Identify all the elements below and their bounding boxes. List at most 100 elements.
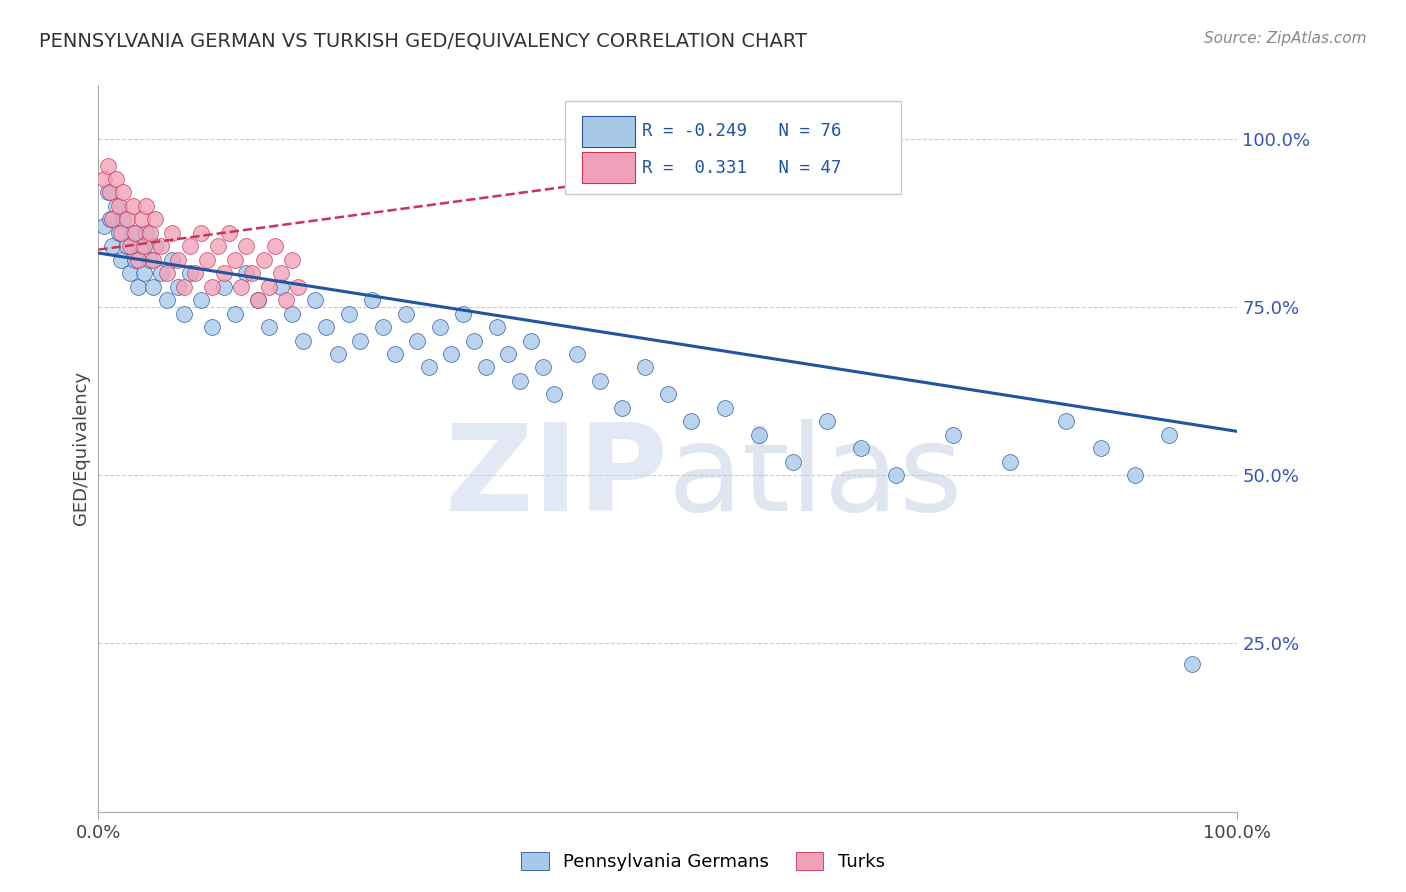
Point xyxy=(281,252,304,267)
Point xyxy=(138,252,160,267)
Point xyxy=(634,360,657,375)
Point xyxy=(998,455,1021,469)
Point xyxy=(304,293,326,307)
Point xyxy=(440,347,463,361)
Point xyxy=(884,468,907,483)
Point xyxy=(132,239,155,253)
Point xyxy=(679,414,702,428)
Point xyxy=(543,387,565,401)
Point xyxy=(292,334,315,348)
Point xyxy=(179,266,201,280)
Point xyxy=(108,226,131,240)
Point xyxy=(173,279,195,293)
Point xyxy=(474,360,496,375)
Point xyxy=(162,226,184,240)
Point xyxy=(384,347,406,361)
Point xyxy=(127,279,149,293)
Point xyxy=(184,266,207,280)
Point xyxy=(451,307,474,321)
Point xyxy=(531,360,554,375)
Point xyxy=(349,334,371,348)
Point xyxy=(110,252,132,267)
Point xyxy=(754,152,776,166)
Point xyxy=(246,293,269,307)
Point xyxy=(246,293,269,307)
Point xyxy=(1054,414,1078,428)
Point xyxy=(942,427,965,442)
Point xyxy=(259,279,281,293)
Point xyxy=(120,266,142,280)
Point xyxy=(235,266,257,280)
Point xyxy=(224,252,246,267)
Point xyxy=(463,334,485,348)
Point xyxy=(281,307,304,321)
Point xyxy=(815,414,838,428)
Point xyxy=(127,252,149,267)
Point xyxy=(121,226,143,240)
Point xyxy=(509,374,531,388)
Point xyxy=(201,279,224,293)
Text: atlas: atlas xyxy=(668,419,963,536)
Text: R =  0.331   N = 47: R = 0.331 N = 47 xyxy=(641,159,841,177)
Point xyxy=(179,239,201,253)
Point xyxy=(104,199,127,213)
Point xyxy=(201,320,224,334)
Point xyxy=(851,442,873,455)
Point xyxy=(96,159,118,173)
Text: ZIP: ZIP xyxy=(444,419,668,536)
Point xyxy=(124,226,146,240)
Point xyxy=(742,152,765,166)
Point xyxy=(270,279,292,293)
Point xyxy=(138,226,160,240)
Text: R = -0.249   N = 76: R = -0.249 N = 76 xyxy=(641,122,841,140)
Point xyxy=(337,307,360,321)
Point xyxy=(173,307,195,321)
Point xyxy=(101,239,124,253)
Point xyxy=(406,334,429,348)
Point xyxy=(98,212,121,227)
Point xyxy=(142,279,165,293)
Point xyxy=(240,266,263,280)
Legend: Pennsylvania Germans, Turks: Pennsylvania Germans, Turks xyxy=(515,845,891,879)
Y-axis label: GED/Equivalency: GED/Equivalency xyxy=(72,371,90,525)
Point xyxy=(135,226,157,240)
Point xyxy=(156,266,179,280)
Point xyxy=(1090,442,1112,455)
Point xyxy=(190,226,212,240)
Point xyxy=(418,360,440,375)
Point xyxy=(112,212,135,227)
Point xyxy=(224,307,246,321)
Point xyxy=(252,252,274,267)
Point xyxy=(315,320,337,334)
Point xyxy=(104,172,127,186)
Point xyxy=(101,212,124,227)
Point xyxy=(371,320,394,334)
Point xyxy=(1181,657,1204,671)
Point xyxy=(93,219,115,233)
Point xyxy=(150,239,173,253)
Point xyxy=(120,239,142,253)
Point xyxy=(131,239,153,253)
Point xyxy=(565,347,588,361)
Point xyxy=(156,293,179,307)
Point xyxy=(167,252,190,267)
Point xyxy=(486,320,509,334)
Point xyxy=(360,293,382,307)
Point xyxy=(782,455,804,469)
FancyBboxPatch shape xyxy=(582,153,636,183)
Point xyxy=(145,212,167,227)
Point xyxy=(135,199,157,213)
Point xyxy=(207,239,229,253)
Point xyxy=(131,212,153,227)
Point xyxy=(520,334,543,348)
Point xyxy=(429,320,451,334)
Point xyxy=(748,427,770,442)
Point xyxy=(145,239,167,253)
Point xyxy=(270,266,292,280)
Point xyxy=(190,293,212,307)
Point xyxy=(93,172,115,186)
Point xyxy=(264,239,287,253)
Point xyxy=(115,239,138,253)
Point xyxy=(229,279,252,293)
Point xyxy=(612,401,634,415)
